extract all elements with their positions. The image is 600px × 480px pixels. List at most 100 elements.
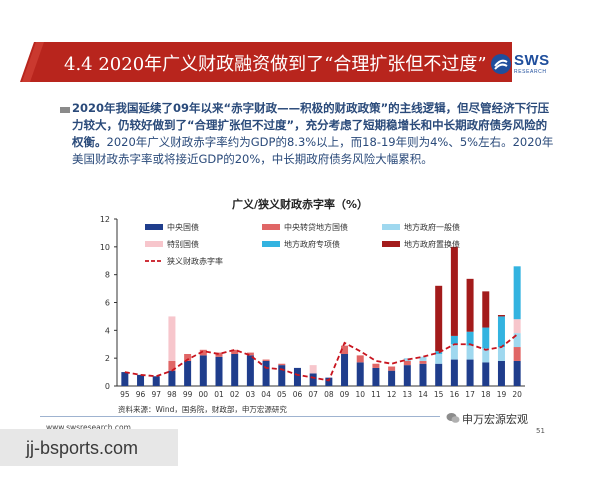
x-tick-label: 98 <box>167 390 177 399</box>
bar-central <box>341 353 349 386</box>
legend-label-central_transfer: 中央转贷地方国债 <box>284 222 348 232</box>
watermark-box: jj-bsports.com <box>0 429 178 466</box>
bar-central_transfer <box>246 352 254 356</box>
bar-central <box>497 360 505 386</box>
bar-local_swap <box>482 291 490 328</box>
bar-central <box>466 359 474 386</box>
bar-central <box>482 362 490 386</box>
y-tick-label: 8 <box>105 271 110 280</box>
y-tick-label: 10 <box>100 243 110 252</box>
bar-central <box>137 374 145 386</box>
bar-central <box>388 370 396 386</box>
bar-local_general <box>450 344 458 360</box>
legend-swatch-central <box>145 224 163 230</box>
bar-local_swap <box>450 246 458 336</box>
bar-local_general <box>419 356 427 361</box>
x-tick-label: 95 <box>120 390 130 399</box>
x-tick-label: 04 <box>261 390 271 399</box>
website-link[interactable]: www.swsresearch.com <box>46 423 131 432</box>
legend-label-special: 特别国债 <box>167 239 199 249</box>
bar-local_general <box>466 345 474 360</box>
bar-central <box>152 376 160 386</box>
bar-central_transfer <box>388 366 396 371</box>
x-tick-label: 18 <box>481 390 491 399</box>
bar-central <box>278 365 286 386</box>
bar-central <box>199 355 207 386</box>
legend-swatch-local_special <box>262 241 280 247</box>
x-tick-label: 96 <box>136 390 146 399</box>
bar-central <box>262 360 270 386</box>
y-tick-label: 6 <box>105 299 110 308</box>
y-tick-label: 2 <box>105 354 110 363</box>
bar-central_transfer <box>403 360 411 366</box>
bar-central_transfer <box>231 349 239 354</box>
bar-central <box>372 367 380 386</box>
x-tick-label: 00 <box>199 390 209 399</box>
summary-bold-text: 2020年我国延续了09年以来“赤字财政——积极的财政政策”的主线逻辑，但尽管经… <box>72 101 550 149</box>
bar-local_swap <box>435 285 443 352</box>
legend-label-local_swap: 地方政府置换债 <box>404 239 460 249</box>
y-tick-label: 12 <box>100 215 110 224</box>
legend-swatch-local_swap <box>382 241 400 247</box>
legend-swatch-central_transfer <box>262 224 280 230</box>
x-tick-label: 13 <box>403 390 413 399</box>
wechat-icon <box>446 413 460 423</box>
bar-central_transfer <box>199 349 207 356</box>
x-tick-label: 01 <box>214 390 224 399</box>
legend-swatch-local_general <box>382 224 400 230</box>
bar-local_special <box>466 331 474 346</box>
x-tick-label: 16 <box>450 390 460 399</box>
bar-central <box>450 359 458 386</box>
title-banner: 4.4 2020年广义财政融资做到了“合理扩张但不过度” <box>0 42 512 82</box>
legend-label-local_general: 地方政府一般债 <box>404 222 460 232</box>
watermark-text: jj-bsports.com <box>26 438 139 458</box>
bar-local_general <box>482 348 490 363</box>
legend-swatch-special <box>145 241 163 247</box>
bar-central <box>168 370 176 386</box>
bar-central <box>231 353 239 386</box>
x-tick-label: 17 <box>465 390 475 399</box>
bar-central_transfer <box>372 363 380 368</box>
bar-central <box>215 356 223 386</box>
bar-local_general <box>513 333 521 348</box>
page-number: 51 <box>536 427 545 435</box>
bar-central <box>246 355 254 386</box>
x-tick-label: 19 <box>497 390 507 399</box>
bullet-marker <box>60 107 70 113</box>
x-tick-label: 14 <box>418 390 428 399</box>
x-tick-label: 11 <box>371 390 381 399</box>
bar-central <box>293 367 301 386</box>
x-tick-label: 99 <box>183 390 193 399</box>
bar-central <box>419 363 427 386</box>
bar-local_special <box>450 335 458 345</box>
logo-mark-icon <box>491 54 511 74</box>
bar-central_transfer <box>513 347 521 361</box>
legend-label-deficit-line: 狭义财政赤字率 <box>167 256 223 266</box>
x-tick-label: 15 <box>434 390 444 399</box>
y-tick-label: 0 <box>105 382 110 391</box>
source-note: 资料来源：Wind，国务院，财政部，申万宏源研究 <box>118 405 287 414</box>
footer-divider <box>40 416 440 417</box>
bar-central_transfer <box>278 363 286 366</box>
wechat-account: 申万宏源宏观 <box>462 413 528 426</box>
bar-central <box>513 360 521 386</box>
x-tick-label: 10 <box>355 390 365 399</box>
x-tick-label: 97 <box>151 390 161 399</box>
bar-central <box>403 365 411 386</box>
bar-special <box>168 316 176 361</box>
legend-label-central: 中央国债 <box>167 222 199 232</box>
sws-logo: SWS RESEARCH <box>490 50 560 80</box>
x-tick-label: 05 <box>277 390 287 399</box>
bar-central_transfer <box>184 353 192 361</box>
bar-central <box>309 373 317 386</box>
y-tick-label: 4 <box>105 326 110 335</box>
bar-central <box>325 377 333 386</box>
bar-central_transfer <box>168 360 176 371</box>
legend-label-local_special: 地方政府专项债 <box>284 239 340 249</box>
summary-normal-text: 2020年广义财政赤字率约为GDP的8.3%以上，而18-19年则为4%、5%左… <box>72 135 554 166</box>
bar-central_transfer <box>262 359 270 361</box>
bar-central_transfer <box>356 355 364 363</box>
x-tick-label: 07 <box>308 390 318 399</box>
x-tick-label: 20 <box>512 390 522 399</box>
